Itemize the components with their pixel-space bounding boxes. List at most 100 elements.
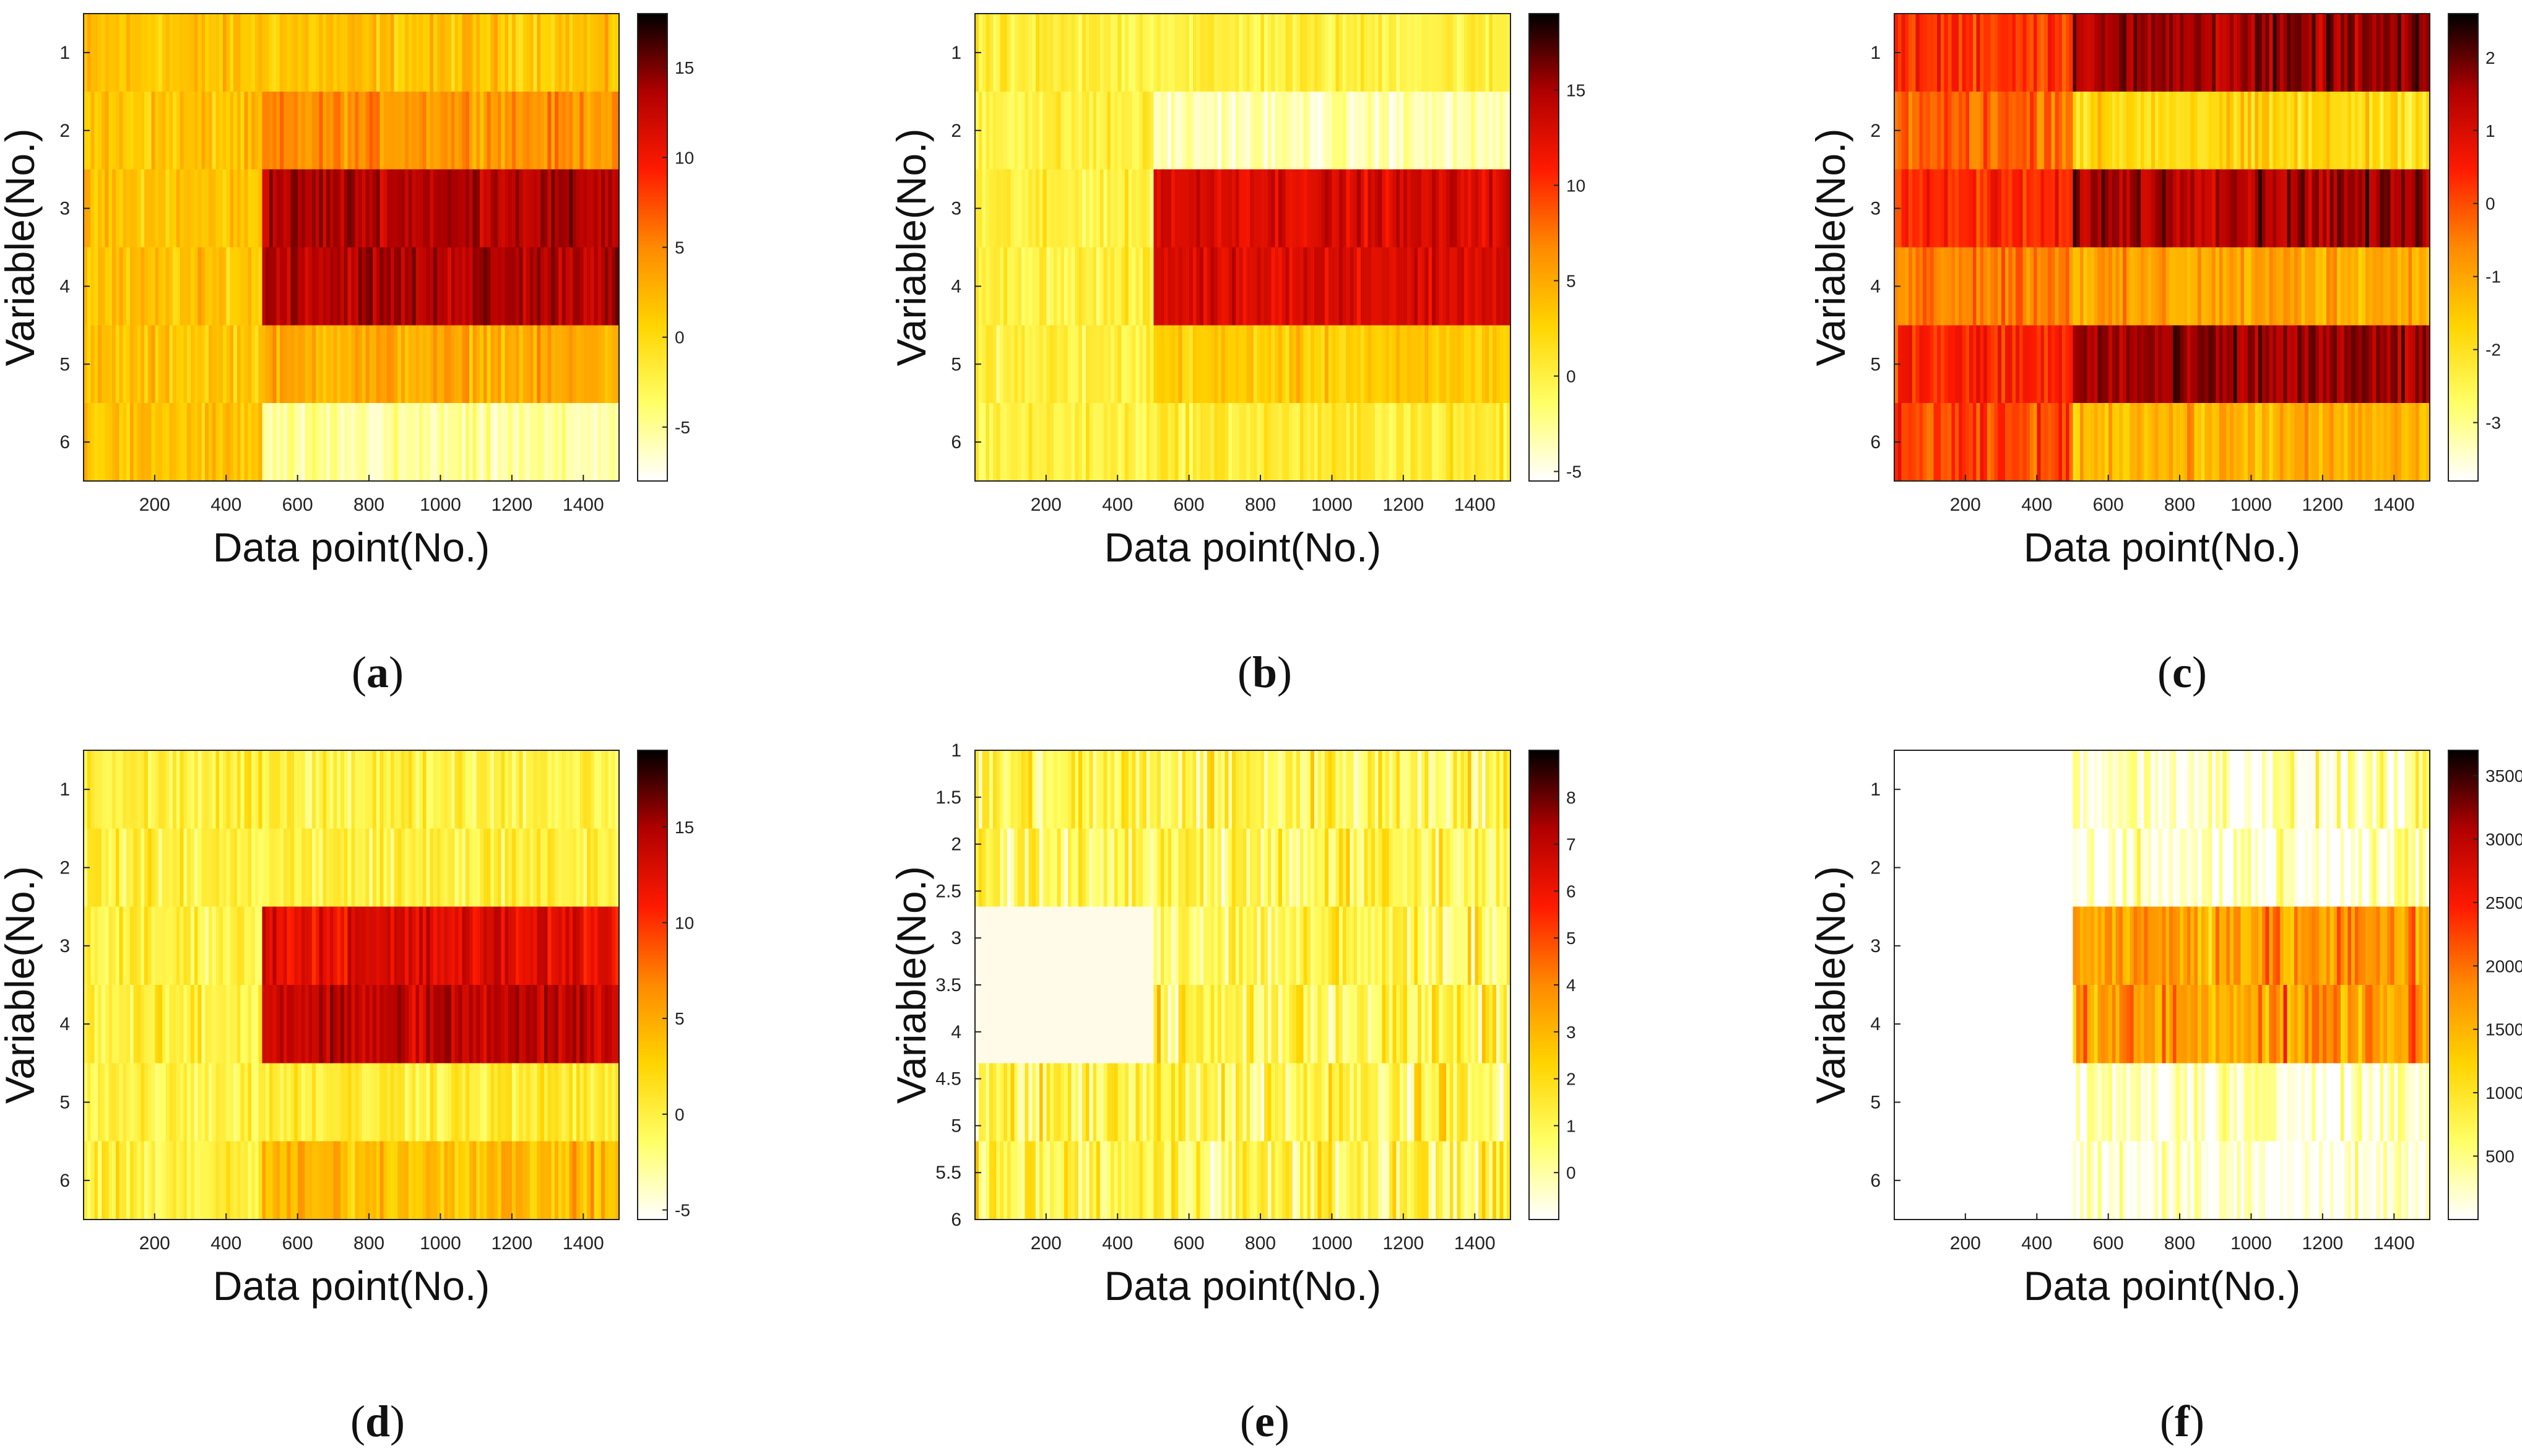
heat-cell <box>2044 14 2048 92</box>
heat-cell <box>383 14 388 92</box>
heat-cell <box>1067 1141 1072 1220</box>
heat-cell <box>1168 1063 1172 1142</box>
heat-cell <box>2368 403 2373 482</box>
heat-cell <box>98 325 102 404</box>
heat-cell <box>1071 1141 1076 1220</box>
heat-cell <box>1994 169 1998 248</box>
heat-cell <box>1346 169 1351 248</box>
heat-cell <box>2362 91 2366 170</box>
heat-cell <box>1078 985 1083 1064</box>
heat-cell <box>551 906 555 986</box>
heat-cell <box>1071 828 1076 908</box>
heat-cell <box>480 1141 484 1220</box>
heat-cell <box>215 169 220 248</box>
heat-cell <box>2244 403 2248 482</box>
heat-cell <box>1303 403 1307 482</box>
heat-cell <box>133 1063 138 1142</box>
heat-cell <box>2097 828 2102 908</box>
heat-cell <box>1032 1141 1036 1220</box>
heat-cell <box>555 1063 559 1142</box>
heat-cell <box>2340 403 2345 482</box>
heat-cell <box>1983 247 1988 326</box>
heat-cell <box>1067 985 1072 1064</box>
heat-cell <box>1350 91 1354 170</box>
heat-cell <box>1239 985 1244 1064</box>
heat-cell <box>1471 403 1475 482</box>
heat-cell <box>212 403 216 482</box>
heat-cell <box>1314 325 1319 404</box>
heat-cell <box>1171 1063 1176 1142</box>
heat-cell <box>1382 325 1386 404</box>
heat-cell <box>1221 14 1226 92</box>
heat-cell <box>2404 403 2409 482</box>
heat-cell <box>1457 1063 1461 1142</box>
heat-cell <box>1099 91 1104 170</box>
heat-cell <box>1267 325 1272 404</box>
heat-cell <box>244 1063 248 1142</box>
heat-cell <box>98 403 102 482</box>
heat-cell <box>1332 1141 1337 1220</box>
heat-cell <box>1157 91 1161 170</box>
heat-cell <box>1143 750 1147 829</box>
heat-cell <box>98 828 102 908</box>
heat-cell <box>337 906 341 986</box>
heat-cell <box>2294 403 2299 482</box>
heat-cell <box>1418 1063 1422 1142</box>
heat-cell <box>1311 169 1315 248</box>
heat-cell <box>373 985 377 1064</box>
heat-cell <box>326 325 331 404</box>
heat-cell <box>476 169 480 248</box>
heat-cell <box>2368 325 2373 404</box>
heat-cell <box>1335 91 1340 170</box>
heat-cell <box>151 1063 155 1142</box>
heat-cell <box>590 247 595 326</box>
heat-cell <box>1128 985 1133 1064</box>
heat-cell <box>583 985 587 1064</box>
heat-cell <box>1299 985 1304 1064</box>
heat-cell <box>1371 906 1376 986</box>
heat-cell <box>251 1141 256 1220</box>
heat-cell <box>565 325 570 404</box>
heat-cell <box>2368 247 2373 326</box>
heat-cell <box>401 14 405 92</box>
heat-cell <box>1103 91 1107 170</box>
heat-cell <box>1969 828 1974 908</box>
heat-cell <box>2333 169 2338 248</box>
heat-cell <box>1503 985 1507 1064</box>
heat-cell <box>2144 325 2149 404</box>
heat-cell <box>2347 403 2352 482</box>
heat-cell <box>2076 91 2081 170</box>
heat-cell <box>1493 750 1497 829</box>
heat-cell <box>1057 325 1061 404</box>
heat-cell <box>401 828 405 908</box>
heat-cell <box>1296 906 1301 986</box>
heat-cell <box>266 14 270 92</box>
heat-cell <box>2083 14 2087 92</box>
heat-cell <box>561 750 566 829</box>
heat-cell <box>2305 14 2309 92</box>
heat-cell <box>2019 14 2024 92</box>
heat-cell <box>604 906 609 986</box>
heat-cell <box>2376 750 2380 829</box>
heat-cell <box>1014 985 1018 1064</box>
heat-cell <box>1267 91 1272 170</box>
heat-cell <box>2230 828 2234 908</box>
heat-cell <box>248 91 252 170</box>
heat-cell <box>262 750 266 829</box>
heat-cell <box>2372 14 2377 92</box>
heat-cell <box>2226 403 2230 482</box>
heat-cell <box>1418 247 1422 326</box>
heat-cell <box>1228 169 1233 248</box>
heat-cell <box>1036 403 1040 482</box>
heat-cell <box>2368 169 2373 248</box>
heat-cell <box>312 325 316 404</box>
heat-cell <box>2083 169 2087 248</box>
heat-cell <box>526 828 531 908</box>
heat-cell <box>2044 91 2048 170</box>
heat-cell <box>2329 91 2334 170</box>
x-tick-label: 400 <box>210 1233 241 1254</box>
heat-cell <box>558 828 563 908</box>
heat-cell <box>1332 985 1337 1064</box>
heat-cell <box>183 14 188 92</box>
heat-cell <box>1335 985 1340 1064</box>
